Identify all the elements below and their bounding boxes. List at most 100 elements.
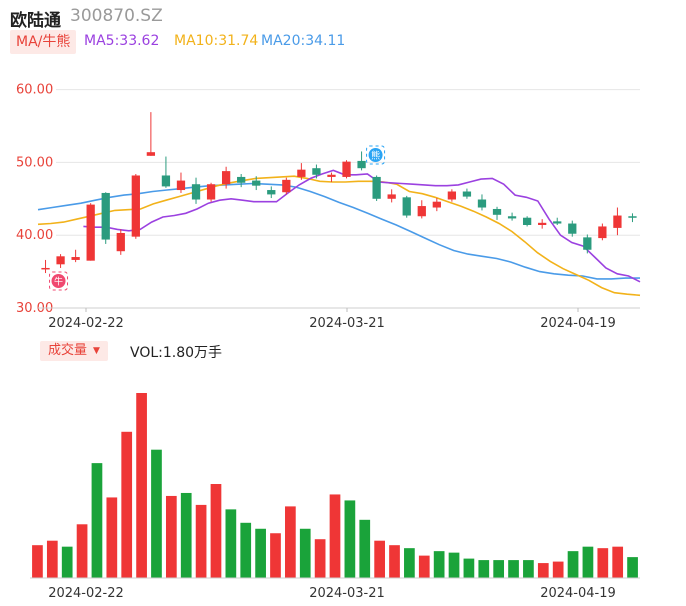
candle-body [131,175,140,237]
volume-value: VOL:1.80万手 [130,345,223,361]
candle [553,217,562,225]
candle-body [191,184,201,200]
candle [568,220,577,237]
candle-body [282,179,291,193]
candle [357,151,366,171]
candle-body [312,168,321,175]
candle-body [568,223,577,234]
candle-body [613,215,622,228]
volume-bar [493,560,505,578]
candle-body [342,161,351,177]
candle-body [492,208,502,215]
x-tick-label: 2024-03-21 [309,316,385,330]
marker-glyph: 牛 [54,276,63,288]
candle-body [86,204,95,261]
candle-body [462,191,472,197]
candle [146,112,156,156]
ma20-value: MA20:34.11 [261,33,346,49]
candle-body [417,206,426,217]
stock-code: 300870.SZ [70,6,163,26]
candle-body [41,267,50,270]
volume-bar [508,560,519,578]
volume-x-tick-label: 2024-02-22 [48,586,124,601]
volume-bar [448,552,460,578]
volume-bar [567,551,579,578]
candle-body [161,175,171,187]
ma-indicator-toggle[interactable]: MA/牛熊 [10,30,77,54]
volume-bar [478,560,490,578]
candle-body [522,217,532,225]
candle [221,166,231,189]
candle-body [327,174,336,177]
candle [507,212,517,221]
candle-body [221,171,231,185]
candle-body [176,180,186,191]
marker-glyph: 熊 [371,150,380,162]
volume-bar [225,509,237,578]
ma10-value: MA10:31.74 [174,33,259,49]
candle [267,186,276,199]
volume-bar [91,463,103,578]
candle [86,203,95,261]
volume-bar [582,546,594,578]
candle [176,172,186,193]
volume-bar [61,546,73,578]
volume-x-tick-label: 2024-04-19 [540,586,616,601]
volume-bar [76,524,88,578]
candle-body [628,216,637,218]
dropdown-triangle-icon: ▼ [93,346,100,356]
candle [297,163,306,180]
volume-bar [314,539,326,578]
candle [56,254,65,268]
volume-bar [240,522,252,578]
candle [342,160,351,179]
candle [447,189,457,202]
candle [538,219,547,229]
candle [327,172,336,183]
candle [372,175,381,201]
marker-badge [51,274,66,288]
candle [71,249,80,263]
x-tick-label: 2024-04-19 [540,316,616,330]
candle-body [387,194,396,199]
candle-body [297,169,306,177]
volume-bar [404,548,415,578]
marker-frame [366,145,386,165]
candle [131,174,140,239]
candle-body [432,201,441,208]
candle-body [206,184,216,200]
candle-body [56,256,65,265]
candle-body [372,176,381,199]
candle [402,195,411,218]
candle-body [71,257,80,260]
candle [282,177,291,195]
volume-bar [270,533,281,578]
volume-indicator-toggle[interactable]: 成交量 ▼ [40,341,108,361]
candle [252,176,261,191]
candle-body [598,226,607,239]
candle-body [583,237,592,250]
ma5-value: MA5:33.62 [84,33,160,49]
y-tick-label: 60.00 [16,83,53,98]
candle-body [507,216,517,219]
volume-bar [255,528,266,578]
candle-body [538,222,547,225]
candle [312,164,321,179]
candle-body [402,197,411,216]
candle [41,259,50,274]
y-tick-label: 30.00 [16,301,53,316]
volume-x-tick-label: 2024-03-21 [309,586,385,601]
candle [432,198,441,212]
volume-toggle-label: 成交量 [48,343,88,358]
candle [101,192,110,244]
volume-bar [46,540,58,578]
x-tick-label: 2024-02-22 [48,316,124,330]
candle-body [101,192,110,240]
volume-bar [136,393,147,578]
candle-body [146,152,156,156]
marker-frame [49,271,69,291]
candle [598,223,607,241]
volume-bar [121,431,133,578]
volume-bar [32,545,43,578]
